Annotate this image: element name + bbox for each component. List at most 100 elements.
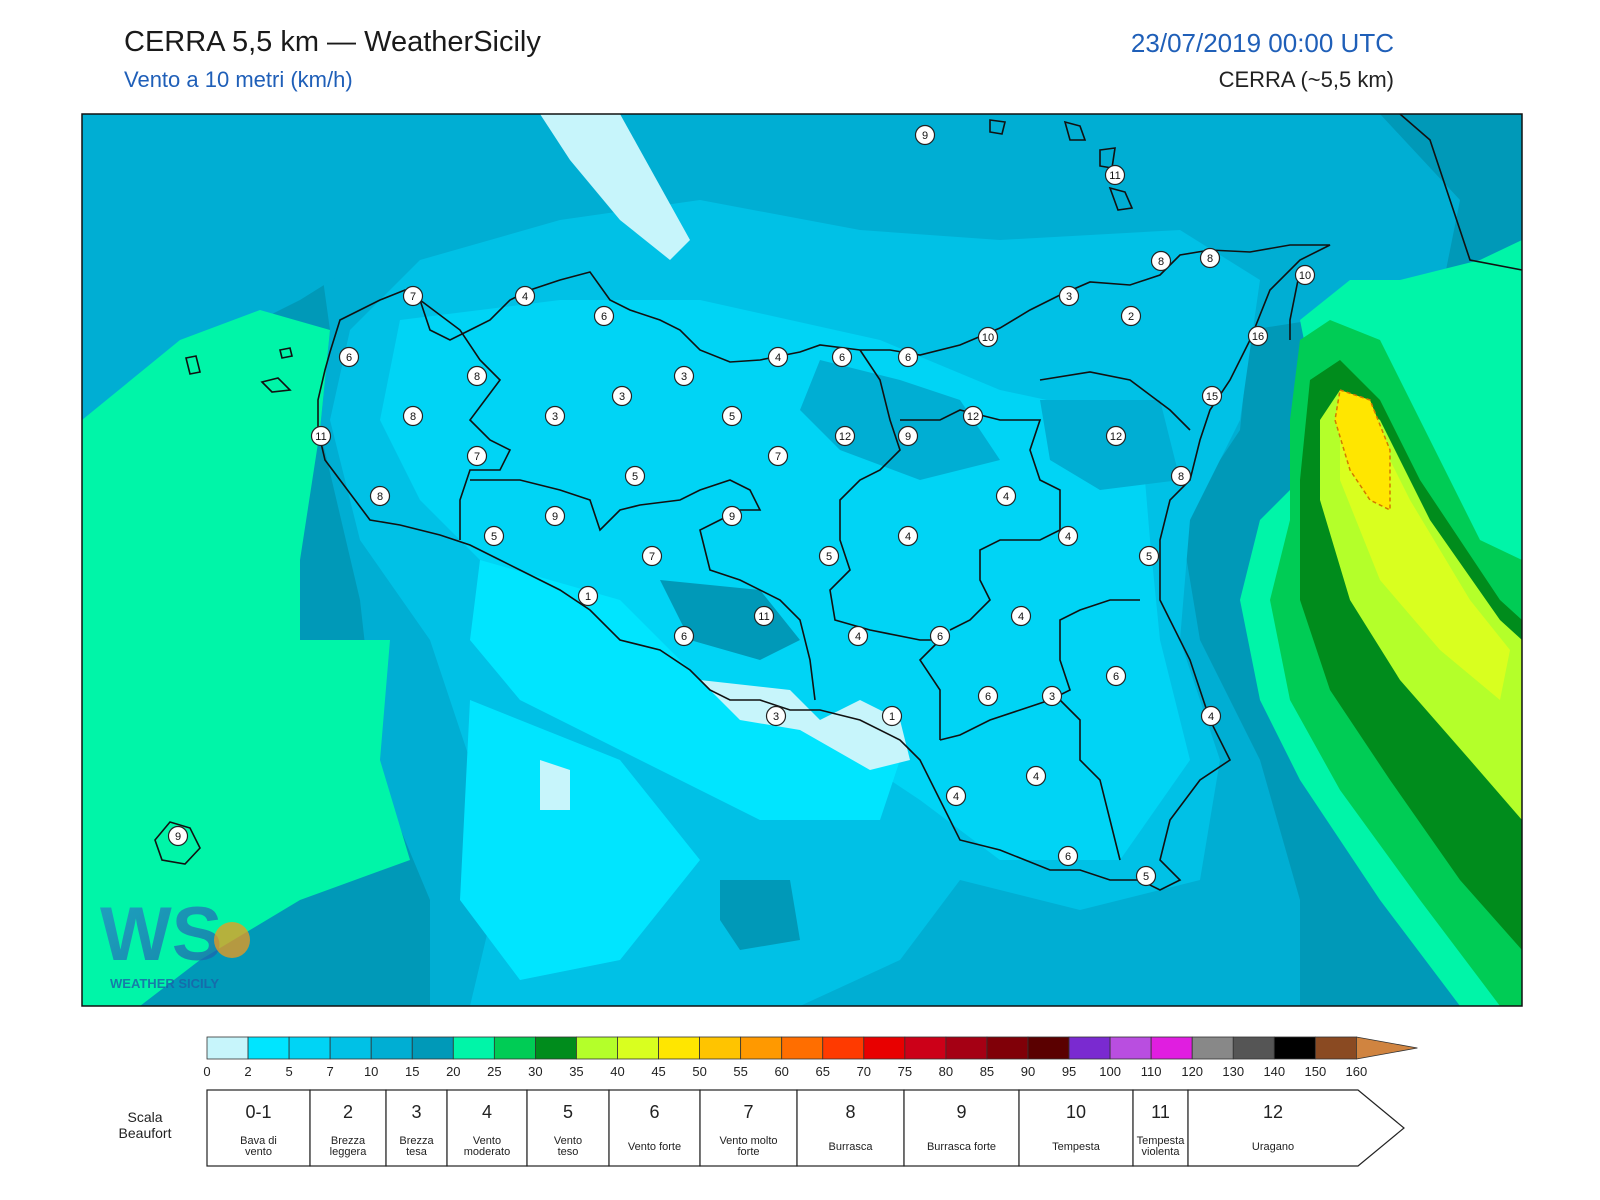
station-marker: 8 xyxy=(402,405,424,427)
station-marker: 4 xyxy=(897,525,919,547)
colorbar-cell xyxy=(1314,1036,1357,1060)
station-marker: 8 xyxy=(466,365,488,387)
station-value: 4 xyxy=(905,531,911,543)
station-marker: 12 xyxy=(834,425,856,447)
colorbar-tick-label: 30 xyxy=(528,1064,542,1079)
station-marker: 11 xyxy=(1104,164,1126,186)
station-marker: 8 xyxy=(1170,465,1192,487)
station-value: 3 xyxy=(1066,291,1072,303)
station-marker: 4 xyxy=(1025,765,1047,787)
station-value: 15 xyxy=(1206,391,1218,403)
beaufort-name: Tempesta xyxy=(1052,1141,1101,1153)
station-marker: 3 xyxy=(673,365,695,387)
colorbar-tick-label: 40 xyxy=(610,1064,624,1079)
station-marker: 1 xyxy=(881,705,903,727)
beaufort-scale: 0-1 Bava di vento 2 Brezza leggera 3 Brezza tesa… xyxy=(206,1089,1405,1167)
beaufort-name: Burrasca forte xyxy=(927,1141,996,1153)
colorbar-tick-label: 75 xyxy=(898,1064,912,1079)
station-marker: 5 xyxy=(1138,545,1160,567)
station-marker: 10 xyxy=(1294,264,1316,286)
station-value: 9 xyxy=(729,511,735,523)
colorbar-tick-label: 80 xyxy=(939,1064,953,1079)
station-marker: 5 xyxy=(1135,865,1157,887)
colorbar-tick-label: 10 xyxy=(364,1064,378,1079)
station-value: 5 xyxy=(632,471,638,483)
beaufort-number: 12 xyxy=(1263,1102,1283,1122)
colorbar-tick-label: 2 xyxy=(244,1064,251,1079)
station-value: 9 xyxy=(175,831,181,843)
beaufort-name: Brezza tesa xyxy=(399,1135,434,1158)
station-marker: 9 xyxy=(167,825,189,847)
colorbar-cell xyxy=(822,1036,865,1060)
weathersicily-logo: WS WEATHER SICILY xyxy=(100,892,250,991)
beaufort-name: Brezza leggera xyxy=(330,1135,368,1158)
colorbar-cell xyxy=(1273,1036,1316,1060)
station-value: 3 xyxy=(681,371,687,383)
beaufort-box xyxy=(1187,1089,1405,1167)
beaufort-number: 5 xyxy=(563,1102,573,1122)
station-value: 1 xyxy=(585,591,591,603)
colorbar-tick-label: 0 xyxy=(203,1064,210,1079)
colorbar-tick-label: 55 xyxy=(733,1064,747,1079)
station-value: 11 xyxy=(758,611,769,623)
colorbar-ticks: 0 2 5 7 10 15 20 25 30 35 40 45 50 55 60 65 70 75 80 85 90 95… xyxy=(203,1064,1367,1079)
beaufort-box xyxy=(206,1089,311,1167)
beaufort-box xyxy=(526,1089,610,1167)
colorbar-tick-label: 25 xyxy=(487,1064,501,1079)
beaufort-name: Uragano xyxy=(1252,1141,1294,1153)
islands xyxy=(154,119,1134,865)
colorbar-tick-label: 150 xyxy=(1304,1064,1326,1079)
station-value: 6 xyxy=(985,691,991,703)
station-marker: 6 xyxy=(1057,845,1079,867)
map-frame xyxy=(81,113,1523,1007)
station-marker: 6 xyxy=(977,685,999,707)
beaufort-box xyxy=(796,1089,905,1167)
station-marker: 3 xyxy=(765,705,787,727)
colorbar-cell xyxy=(247,1036,290,1060)
colorbar-tick-label: 5 xyxy=(285,1064,292,1079)
station-marker: 5 xyxy=(483,525,505,547)
colorbar-cell xyxy=(1150,1036,1193,1060)
beaufort-number: 7 xyxy=(743,1102,753,1122)
beaufort-box xyxy=(903,1089,1020,1167)
station-value: 2 xyxy=(1128,311,1134,323)
colorbar-tick-label: 45 xyxy=(651,1064,665,1079)
logo-text: WEATHER SICILY xyxy=(110,976,219,991)
station-value: 6 xyxy=(937,631,943,643)
beaufort-name: Bava di vento xyxy=(240,1135,277,1158)
station-marker: 6 xyxy=(929,625,951,647)
station-marker: 7 xyxy=(466,445,488,467)
station-value: 4 xyxy=(775,352,781,364)
beaufort-box xyxy=(446,1089,528,1167)
colorbar-cell xyxy=(206,1036,249,1060)
colorbar-tick-label: 110 xyxy=(1141,1064,1162,1079)
colorbar-tick-label: 85 xyxy=(980,1064,994,1079)
coastline xyxy=(317,113,1523,891)
colorbar-cell xyxy=(370,1036,413,1060)
beaufort-name: Vento teso xyxy=(554,1135,582,1158)
station-value: 3 xyxy=(773,711,779,723)
station-value: 4 xyxy=(1033,771,1039,783)
colorbar-tick-label: 35 xyxy=(569,1064,583,1079)
station-marker: 4 xyxy=(767,346,789,368)
colorbar-cell xyxy=(740,1036,783,1060)
colorbar-cell xyxy=(945,1036,988,1060)
beaufort-number: 6 xyxy=(649,1102,659,1122)
colorbar-tick-label: 50 xyxy=(692,1064,706,1079)
beaufort-box xyxy=(699,1089,798,1167)
station-value: 3 xyxy=(1049,691,1055,703)
station-marker: 6 xyxy=(1105,665,1127,687)
colorbar-arrow xyxy=(1356,1036,1418,1060)
colorbar-tick-label: 20 xyxy=(446,1064,460,1079)
station-marker: 4 xyxy=(1010,605,1032,627)
station-value: 4 xyxy=(1065,531,1071,543)
colorbar xyxy=(206,1036,1418,1060)
colorbar-tick-label: 70 xyxy=(857,1064,871,1079)
beaufort-number: 3 xyxy=(411,1102,421,1122)
station-value: 6 xyxy=(681,631,687,643)
station-value: 8 xyxy=(410,411,416,423)
station-marker: 8 xyxy=(1199,247,1221,269)
station-value: 9 xyxy=(905,431,911,443)
